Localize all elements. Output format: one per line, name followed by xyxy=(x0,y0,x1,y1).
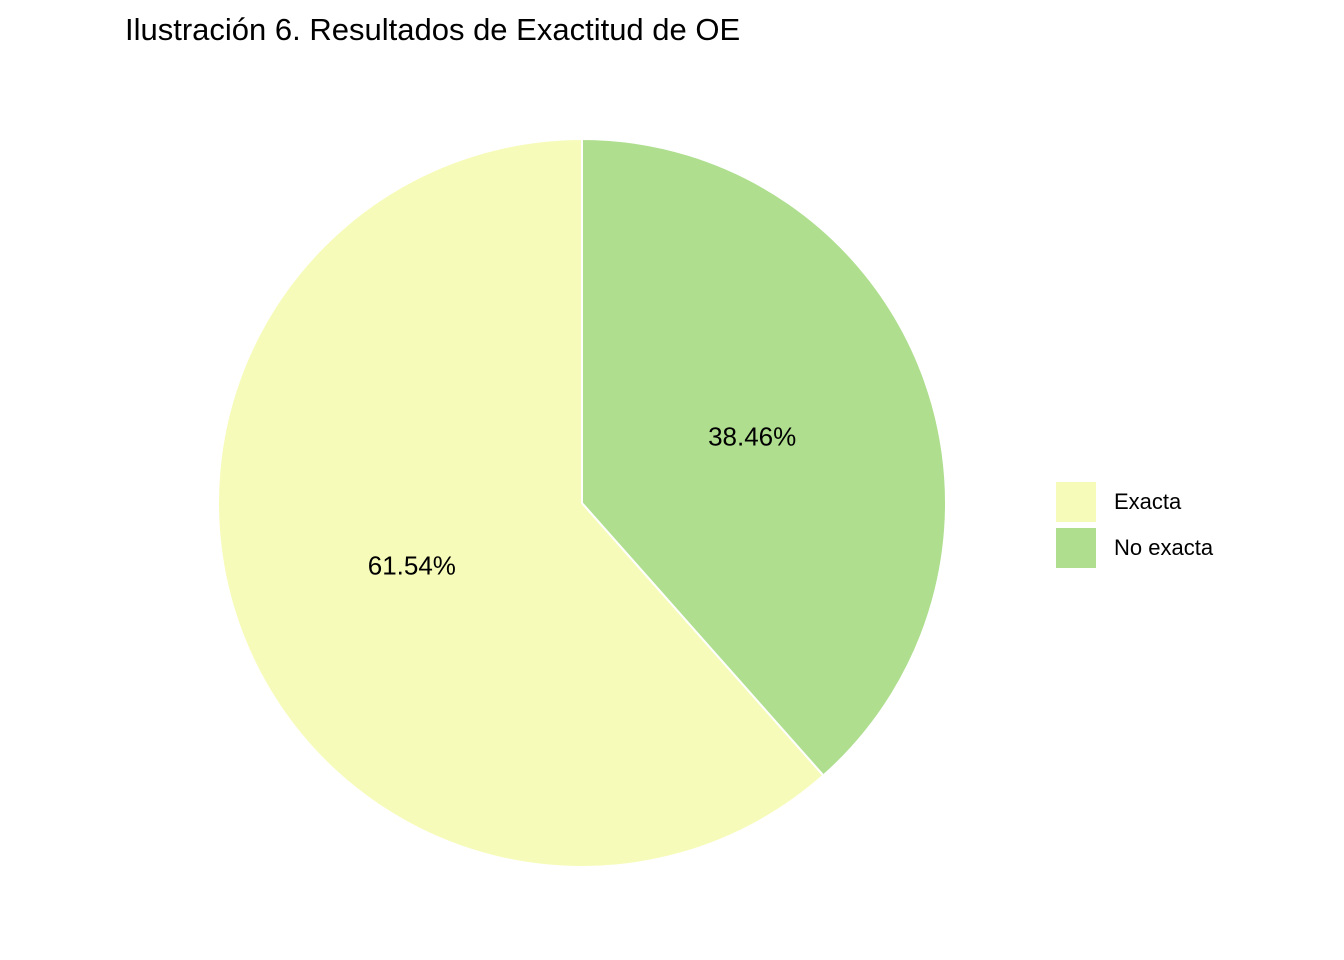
legend-label-no-exacta: No exacta xyxy=(1114,535,1214,560)
slice-label-exacta: 61.54% xyxy=(368,550,456,580)
pie-slice-no-exacta xyxy=(581,137,947,777)
legend: Exacta No exacta xyxy=(1056,481,1213,573)
chart-title: Ilustración 6. Resultados de Exactitud d… xyxy=(125,12,741,47)
legend-item-exacta: Exacta xyxy=(1056,481,1213,523)
legend-key-no-exacta xyxy=(1056,528,1096,568)
pie-slice-exacta xyxy=(217,137,825,868)
legend-label-exacta: Exacta xyxy=(1114,489,1182,514)
slice-label-no-exacta: 38.46% xyxy=(708,421,796,451)
legend-key-exacta xyxy=(1056,482,1096,522)
legend-item-no-exacta: No exacta xyxy=(1056,527,1213,569)
